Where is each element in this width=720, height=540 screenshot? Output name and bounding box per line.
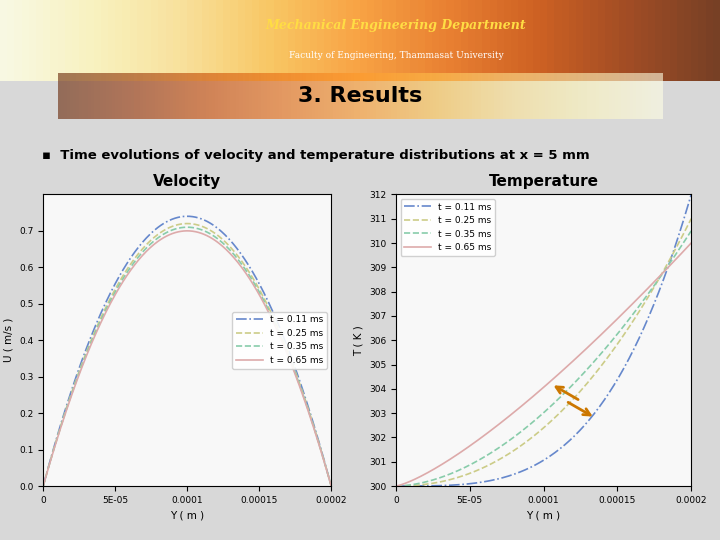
t = 0.11 ms xyxy=(210,223,219,230)
Text: 3. Results: 3. Results xyxy=(298,86,422,106)
Legend: t = 0.11 ms, t = 0.25 ms, t = 0.35 ms, t = 0.65 ms: t = 0.11 ms, t = 0.25 ms, t = 0.35 ms, t… xyxy=(232,312,327,369)
t = 0.11 ms xyxy=(282,342,291,349)
t = 0.11 ms xyxy=(40,479,48,485)
Line: t = 0.35 ms: t = 0.35 ms xyxy=(396,231,691,486)
t = 0.65 ms xyxy=(301,399,310,406)
t = 0.65 ms xyxy=(39,483,48,489)
t = 0.35 ms xyxy=(392,483,401,489)
t = 0.35 ms xyxy=(392,483,400,489)
t = 0.11 ms xyxy=(39,483,48,489)
Line: t = 0.11 ms: t = 0.11 ms xyxy=(43,217,331,486)
t = 0.25 ms xyxy=(687,215,696,222)
t = 0.25 ms xyxy=(182,220,191,227)
t = 0.11 ms xyxy=(687,191,696,198)
t = 0.25 ms xyxy=(567,399,575,405)
Line: t = 0.11 ms: t = 0.11 ms xyxy=(396,194,691,486)
t = 0.11 ms xyxy=(184,213,192,220)
Legend: t = 0.11 ms, t = 0.25 ms, t = 0.35 ms, t = 0.65 ms: t = 0.11 ms, t = 0.25 ms, t = 0.35 ms, t… xyxy=(400,199,495,255)
t = 0.65 ms xyxy=(327,483,336,489)
t = 0.25 ms xyxy=(567,397,576,404)
t = 0.11 ms xyxy=(216,227,225,234)
t = 0.35 ms xyxy=(641,295,649,302)
t = 0.11 ms xyxy=(301,394,310,401)
t = 0.35 ms xyxy=(182,224,191,231)
t = 0.65 ms xyxy=(567,359,576,366)
t = 0.65 ms xyxy=(572,354,581,361)
t = 0.65 ms xyxy=(216,241,225,248)
t = 0.65 ms xyxy=(282,350,291,356)
t = 0.11 ms xyxy=(572,430,581,437)
X-axis label: Y ( m ): Y ( m ) xyxy=(170,510,204,520)
Line: t = 0.35 ms: t = 0.35 ms xyxy=(43,227,331,486)
t = 0.11 ms xyxy=(392,483,400,489)
t = 0.35 ms xyxy=(39,483,48,489)
t = 0.35 ms xyxy=(40,480,48,486)
t = 0.25 ms xyxy=(392,483,401,489)
t = 0.25 ms xyxy=(39,483,48,489)
Title: Temperature: Temperature xyxy=(489,174,598,189)
t = 0.11 ms xyxy=(641,322,649,329)
t = 0.35 ms xyxy=(210,233,219,240)
Line: t = 0.25 ms: t = 0.25 ms xyxy=(396,219,691,486)
t = 0.35 ms xyxy=(282,348,291,354)
t = 0.25 ms xyxy=(641,299,649,306)
t = 0.35 ms xyxy=(301,398,310,404)
t = 0.25 ms xyxy=(301,396,310,403)
t = 0.65 ms xyxy=(392,483,401,489)
t = 0.65 ms xyxy=(660,269,668,275)
t = 0.65 ms xyxy=(641,288,649,295)
Line: t = 0.25 ms: t = 0.25 ms xyxy=(43,224,331,486)
Y-axis label: U ( m/s ): U ( m/s ) xyxy=(4,318,14,362)
Line: t = 0.65 ms: t = 0.65 ms xyxy=(396,243,691,486)
t = 0.65 ms xyxy=(40,480,48,486)
t = 0.25 ms xyxy=(40,480,48,486)
t = 0.25 ms xyxy=(216,234,225,241)
Title: Velocity: Velocity xyxy=(153,174,221,189)
t = 0.65 ms xyxy=(392,483,400,489)
Line: t = 0.65 ms: t = 0.65 ms xyxy=(43,231,331,486)
t = 0.25 ms xyxy=(572,392,581,399)
t = 0.25 ms xyxy=(211,231,220,237)
t = 0.35 ms xyxy=(687,228,696,234)
t = 0.35 ms xyxy=(216,238,225,244)
t = 0.65 ms xyxy=(211,238,220,244)
Text: ▪  Time evolutions of velocity and temperature distributions at x = 5 mm: ▪ Time evolutions of velocity and temper… xyxy=(42,148,590,161)
t = 0.25 ms xyxy=(392,483,400,489)
t = 0.25 ms xyxy=(327,483,336,489)
Text: Faculty of Engineering, Thammasat University: Faculty of Engineering, Thammasat Univer… xyxy=(289,51,503,59)
Y-axis label: T ( K ): T ( K ) xyxy=(354,325,364,355)
Text: Mechanical Engineering Department: Mechanical Engineering Department xyxy=(266,19,526,32)
t = 0.11 ms xyxy=(660,276,668,282)
t = 0.25 ms xyxy=(210,230,219,237)
t = 0.25 ms xyxy=(660,267,668,274)
t = 0.35 ms xyxy=(327,483,336,489)
t = 0.35 ms xyxy=(567,383,575,390)
X-axis label: Y ( m ): Y ( m ) xyxy=(526,510,561,520)
t = 0.35 ms xyxy=(660,269,668,275)
t = 0.65 ms xyxy=(687,240,696,246)
t = 0.11 ms xyxy=(567,435,576,442)
t = 0.65 ms xyxy=(567,360,575,366)
t = 0.11 ms xyxy=(211,224,220,230)
t = 0.11 ms xyxy=(567,436,575,443)
t = 0.35 ms xyxy=(567,382,576,389)
t = 0.65 ms xyxy=(182,228,191,234)
t = 0.11 ms xyxy=(392,483,401,489)
t = 0.25 ms xyxy=(282,346,291,353)
t = 0.35 ms xyxy=(211,234,220,240)
t = 0.35 ms xyxy=(572,377,581,384)
t = 0.11 ms xyxy=(327,483,336,489)
t = 0.65 ms xyxy=(210,237,219,244)
